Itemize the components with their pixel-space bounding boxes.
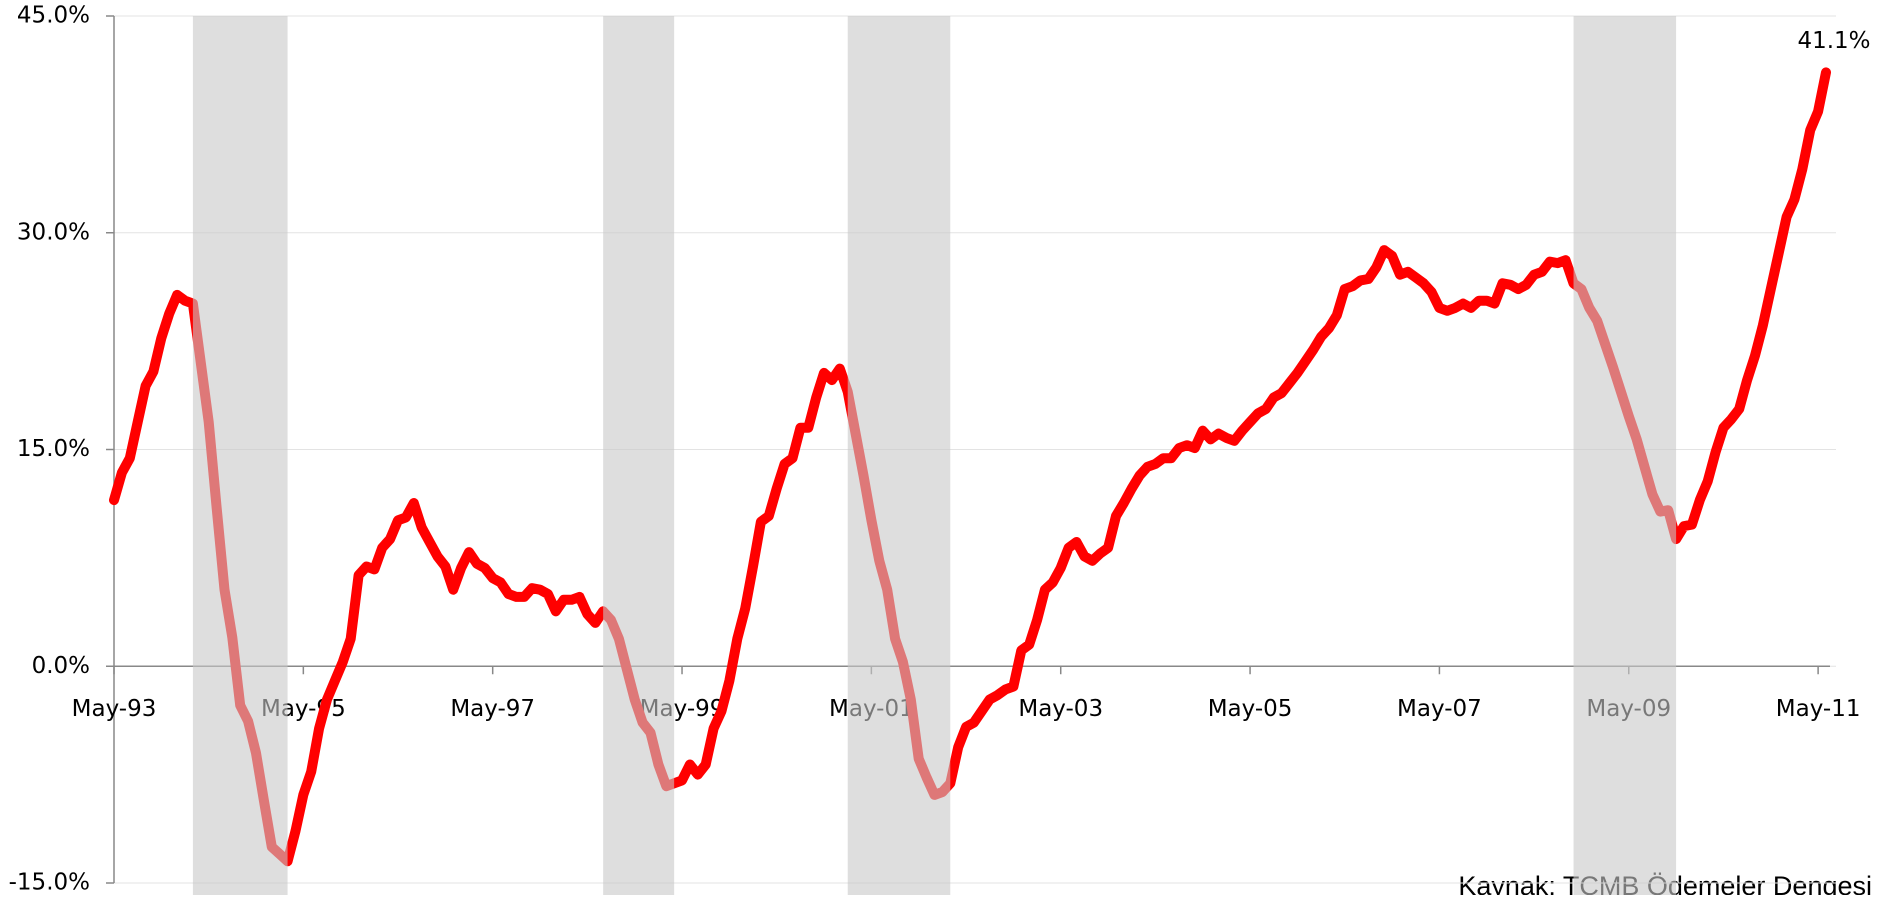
shaded-period: [603, 16, 675, 895]
y-tick-label: 15.0%: [17, 436, 90, 462]
plot-area: [106, 15, 1836, 884]
x-tick-label: May-97: [450, 696, 535, 722]
data-label: 41.1%: [1797, 28, 1870, 54]
shaded-period: [1573, 16, 1677, 895]
data-line: [109, 67, 1831, 867]
x-tick-label: May-03: [1018, 696, 1103, 722]
x-tick-label: May-07: [1397, 696, 1482, 722]
y-tick-label: -15.0%: [9, 870, 90, 896]
shaded-bands: [192, 16, 1677, 895]
shaded-period: [192, 16, 288, 895]
x-tick-label: May-11: [1776, 696, 1861, 722]
shaded-period: [847, 16, 951, 895]
y-tick-label: 30.0%: [17, 219, 90, 245]
x-tick-label: May-93: [72, 696, 157, 722]
y-tick-label: 45.0%: [17, 3, 90, 29]
y-tick-label: 0.0%: [32, 653, 90, 679]
x-tick-label: May-05: [1208, 696, 1293, 722]
